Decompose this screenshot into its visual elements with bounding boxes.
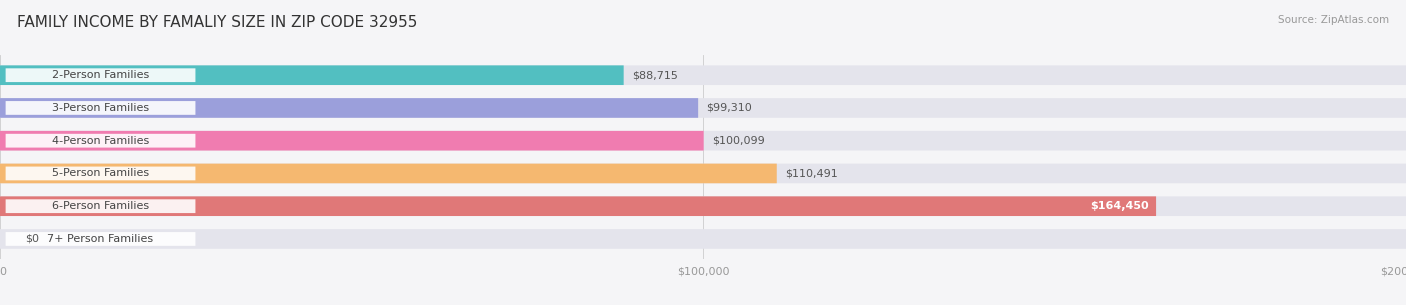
FancyBboxPatch shape: [0, 131, 703, 151]
FancyBboxPatch shape: [0, 65, 624, 85]
Text: $100,099: $100,099: [711, 136, 765, 146]
FancyBboxPatch shape: [6, 199, 195, 213]
Text: Source: ZipAtlas.com: Source: ZipAtlas.com: [1278, 15, 1389, 25]
Text: $0: $0: [25, 234, 39, 244]
Text: 2-Person Families: 2-Person Families: [52, 70, 149, 80]
Text: $99,310: $99,310: [707, 103, 752, 113]
FancyBboxPatch shape: [0, 131, 1406, 151]
FancyBboxPatch shape: [6, 167, 195, 180]
Text: 3-Person Families: 3-Person Families: [52, 103, 149, 113]
Text: 4-Person Families: 4-Person Families: [52, 136, 149, 146]
FancyBboxPatch shape: [0, 163, 1406, 183]
FancyBboxPatch shape: [6, 232, 195, 246]
FancyBboxPatch shape: [0, 229, 1406, 249]
FancyBboxPatch shape: [0, 98, 699, 118]
FancyBboxPatch shape: [6, 68, 195, 82]
Text: $88,715: $88,715: [633, 70, 678, 80]
FancyBboxPatch shape: [6, 101, 195, 115]
Text: $164,450: $164,450: [1091, 201, 1149, 211]
Text: $110,491: $110,491: [785, 168, 838, 178]
Text: 6-Person Families: 6-Person Families: [52, 201, 149, 211]
Text: 5-Person Families: 5-Person Families: [52, 168, 149, 178]
FancyBboxPatch shape: [6, 134, 195, 148]
Text: FAMILY INCOME BY FAMALIY SIZE IN ZIP CODE 32955: FAMILY INCOME BY FAMALIY SIZE IN ZIP COD…: [17, 15, 418, 30]
Text: 7+ Person Families: 7+ Person Families: [48, 234, 153, 244]
FancyBboxPatch shape: [0, 65, 1406, 85]
FancyBboxPatch shape: [0, 196, 1406, 216]
FancyBboxPatch shape: [0, 98, 1406, 118]
FancyBboxPatch shape: [0, 163, 776, 183]
FancyBboxPatch shape: [0, 196, 1156, 216]
